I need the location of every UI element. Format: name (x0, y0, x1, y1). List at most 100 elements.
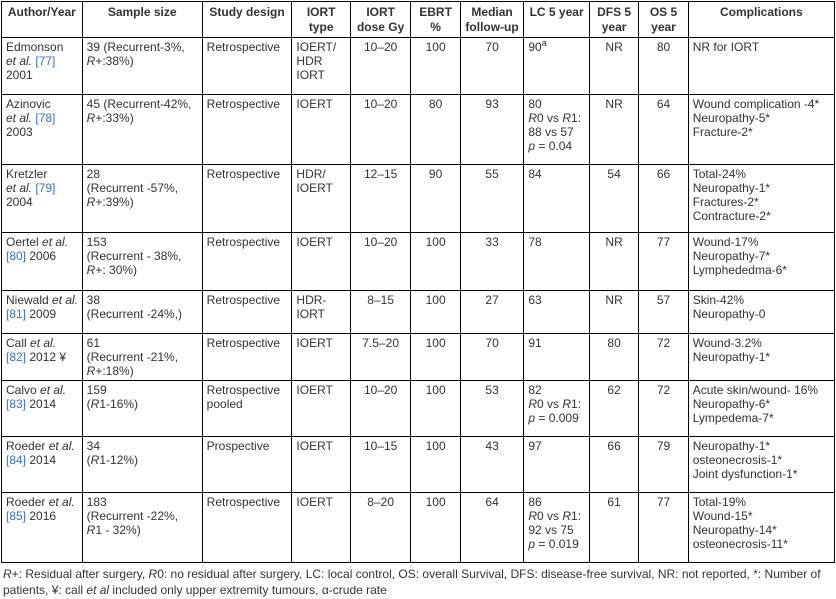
reference-link[interactable]: [81] (6, 307, 27, 321)
cell-line: [84] 2014 (6, 453, 78, 467)
reference-link[interactable]: [84] (6, 453, 27, 467)
cell-line: (Recurrent - 38%, (87, 249, 198, 263)
text-run: osteonecrosis-11* (692, 537, 788, 551)
reference-link[interactable]: [85] (6, 509, 27, 523)
cell-line: Lymphededma-6* (693, 263, 830, 277)
cell-dfs-5-year: 80 (588, 333, 640, 381)
text-run: pooled (206, 397, 243, 411)
cell-line: Niewald et al. (6, 293, 78, 307)
cell-line: R+:38%) (87, 54, 198, 68)
cell-study-design: Retrospective (201, 290, 293, 334)
cell-line: osteonecrosis-11* (693, 537, 830, 551)
cell-line: R0 vs R1: (528, 111, 585, 125)
reference-link[interactable]: [79] (35, 181, 56, 195)
cell-line: Neuropathy-0 (693, 307, 830, 321)
cell-sample-size: 61 (Recurrent -21%, R+:18%) (81, 333, 203, 381)
cell-sample-size: 38 (Recurrent -24%,) (81, 290, 203, 334)
text-run: 72 (656, 336, 671, 350)
text-run: IOERT (296, 97, 333, 111)
text-run: +:39%) (95, 195, 134, 209)
text-run: (Recurrent -57%, (86, 181, 179, 195)
text-run: osteonecrosis-1* (692, 453, 783, 467)
cell-line: 53 (465, 383, 520, 397)
header-label: Sample size (107, 5, 177, 19)
text-run: 1: (571, 397, 582, 411)
cell-os-5-year: 72 (638, 333, 689, 381)
italic-text: et al. (48, 495, 75, 509)
text-run: HDR/ (296, 167, 326, 181)
cell-line: 8–15 (355, 293, 407, 307)
text-run: 97 (528, 439, 542, 453)
text-run: +: 30%) (95, 263, 138, 277)
cell-line: R1 - 32%) (87, 523, 198, 537)
table-row: Edmonson et al. [77] 2001 39 (Recurrent-3%,… (1, 37, 836, 95)
cell-line: 2001 (6, 68, 78, 82)
italic-text: R (86, 195, 96, 209)
cell-line: osteonecrosis-1* (693, 453, 830, 467)
text-run: Prospective (206, 439, 270, 453)
cell-line: Retrospective (207, 336, 288, 350)
header-label: Author/Year (7, 5, 76, 19)
text-run: Lymphededma-6* (692, 263, 787, 277)
text-run: 61 (86, 336, 101, 350)
text-run: IOERT (296, 495, 333, 509)
text-run: 100 (425, 235, 446, 249)
text-run: 1 - 32%) (95, 523, 141, 537)
cell-line: 80 (528, 97, 585, 111)
cell-sample-size: 28 (Recurrent -57%, R+:39%) (81, 164, 203, 233)
cell-line: Wound-3.2% (693, 336, 830, 350)
text-run: Acute skin/wound- 16% (692, 383, 819, 397)
reference-link[interactable]: [77] (35, 54, 56, 68)
italic-text: p (528, 537, 536, 551)
cell-ebrt-pct: 100 (410, 436, 461, 493)
cell-line: Edmonson (6, 40, 78, 54)
italic-text: et al. (42, 235, 69, 249)
text-run: HDR- (296, 293, 327, 307)
reference-link[interactable]: [82] (6, 350, 27, 364)
text-run: +:18%) (95, 364, 134, 378)
header-label: LC 5 year (529, 5, 584, 19)
cell-line: 159 (87, 383, 198, 397)
text-run: Fracture-2* (692, 125, 753, 139)
text-run: 34 (86, 439, 101, 453)
cell-line: IOERT (296, 336, 345, 350)
cell-author-year: Calvo et al. [83] 2014 (1, 380, 83, 437)
cell-line: 88 vs 57 (528, 125, 585, 139)
italic-text: R (86, 111, 96, 125)
text-run: 100 (425, 40, 446, 54)
cell-ebrt-pct: 90 (410, 164, 461, 233)
reference-link[interactable]: [78] (35, 111, 56, 125)
cell-os-5-year: 77 (638, 492, 689, 563)
cell-line: IORT (296, 307, 345, 321)
reference-link[interactable]: [83] (6, 397, 27, 411)
cell-dfs-5-year: 54 (588, 164, 640, 233)
cell-line: et al. [78] (6, 111, 78, 125)
cell-os-5-year: 66 (638, 164, 689, 233)
cell-lc-5-year: 90a (523, 37, 590, 95)
cell-line: 100 (415, 495, 455, 509)
cell-line: R+:39%) (87, 195, 198, 209)
table-row: Azinovic et al. [78] 2003 45 (Recurrent-42%… (1, 94, 836, 165)
text-run: 90 (428, 167, 443, 181)
text-run: +:38%) (95, 54, 134, 68)
cell-line: et al. [77] (6, 54, 78, 68)
column-header-dfs-5-year: DFS 5 year (588, 1, 640, 38)
text-run: 0 vs (537, 397, 563, 411)
text-run: 100 (425, 336, 446, 350)
text-run: Wound complication -4* (692, 97, 820, 111)
cell-line: 8–20 (355, 495, 407, 509)
cell-line: Lympedema-7* (693, 411, 830, 425)
header-label: EBRT (419, 5, 452, 19)
text-run: 1-16%) (99, 397, 139, 411)
cell-iort-dose-gy: 10–20 (349, 232, 412, 291)
cell-sample-size: 183 (Recurrent -22%, R1 - 32%) (81, 492, 203, 563)
cell-iort-dose-gy: 7.5–20 (349, 333, 412, 381)
italic-text: et al. (30, 336, 57, 350)
table-row: Niewald et al. [81] 2009 38 (Recurrent -24%… (1, 290, 836, 334)
table-header: Author/Year Sample size Study design IORT ty… (1, 1, 836, 38)
column-header-iort-dose-gy: IORT dose Gy (349, 1, 412, 38)
cell-complications: Wound complication -4* Neuropathy-5* Fract… (687, 94, 836, 165)
reference-link[interactable]: [80] (6, 249, 27, 263)
cell-line: p = 0.009 (528, 411, 585, 425)
cell-ebrt-pct: 100 (410, 37, 461, 95)
